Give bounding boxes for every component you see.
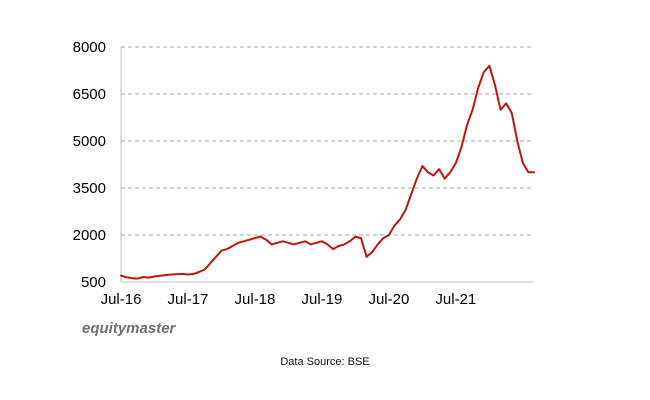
- gridlines: [121, 46, 534, 283]
- xtick-label: Jul-19: [301, 291, 342, 308]
- ytick-label: 500: [81, 274, 106, 291]
- ytick-label: 5000: [73, 133, 106, 150]
- y-axis-ticks: 500 2000 3500 5000 6500 8000: [73, 39, 106, 291]
- xtick-label: Jul-21: [435, 291, 476, 308]
- xtick-label: Jul-16: [101, 291, 142, 308]
- ytick-label: 2000: [73, 227, 106, 244]
- series-layer: [120, 64, 535, 280]
- series-line-0: [120, 64, 535, 280]
- xtick-label: Jul-20: [368, 291, 409, 308]
- ytick-label: 8000: [73, 39, 106, 56]
- x-axis-ticks: Jul-16 Jul-17 Jul-18 Jul-19 Jul-20 Jul-21: [101, 291, 477, 308]
- xtick-label: Jul-17: [168, 291, 209, 308]
- ytick-label: 3500: [73, 180, 106, 197]
- ytick-label: 6500: [73, 86, 106, 103]
- xtick-label: Jul-18: [235, 291, 276, 308]
- data-source-note: Data Source: BSE: [280, 356, 370, 368]
- brand-watermark: equitymaster: [82, 320, 176, 337]
